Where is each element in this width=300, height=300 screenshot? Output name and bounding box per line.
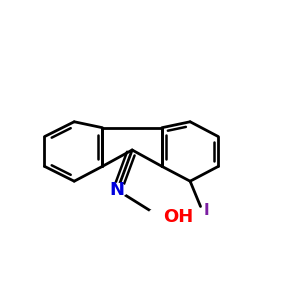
Ellipse shape [150,210,156,214]
Text: OH: OH [164,208,194,226]
Ellipse shape [107,183,127,197]
Text: N: N [110,181,125,199]
Text: I: I [203,203,209,218]
